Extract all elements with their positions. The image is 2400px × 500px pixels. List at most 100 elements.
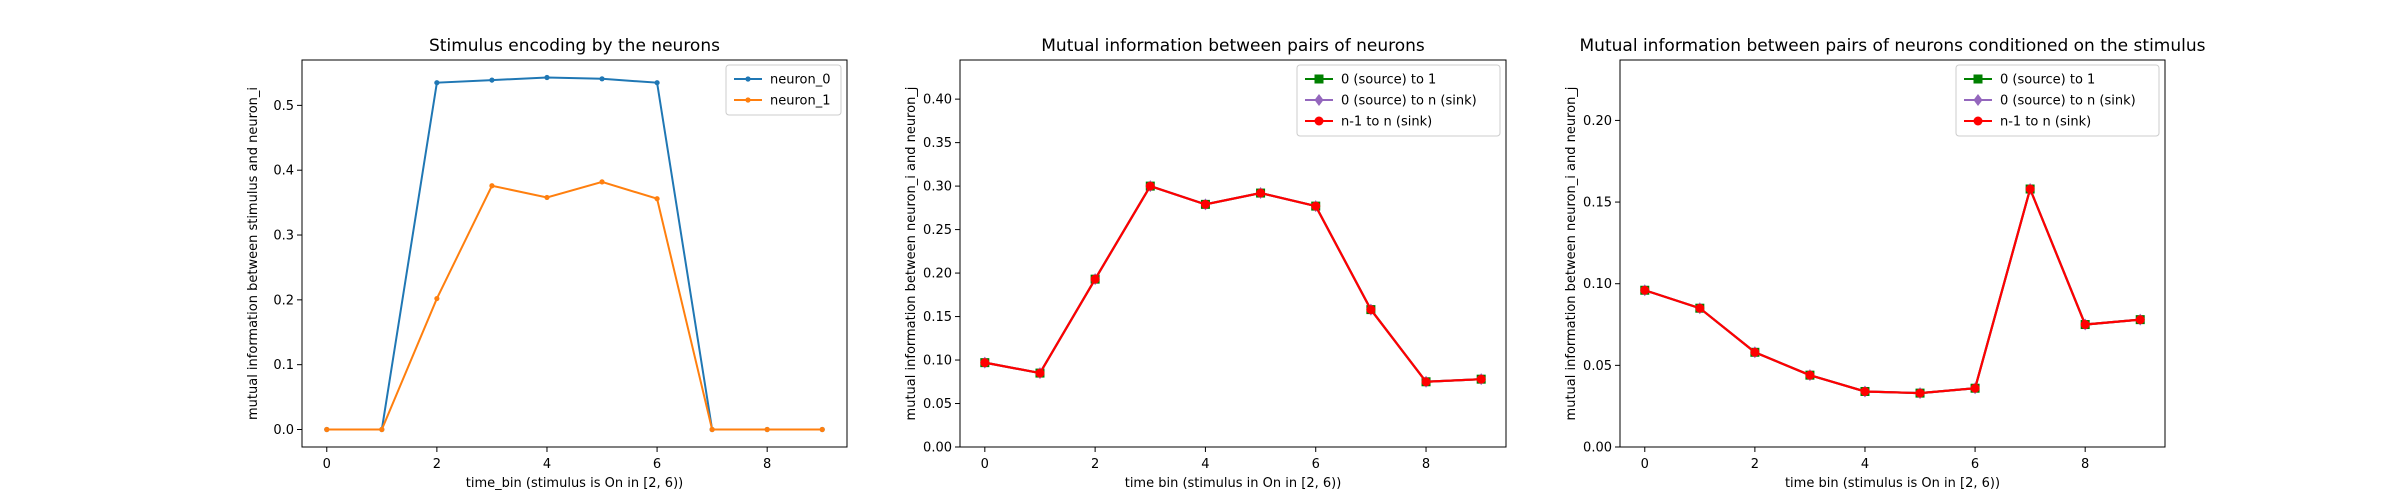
data-point [1421,377,1431,387]
chart-1: Stimulus encoding by the neurons 0 2 4 6 8 0.0… [246,36,848,491]
data-point [2025,184,2035,194]
series-line [326,76,823,431]
data-point [980,358,990,368]
y-tick-label: 0.05 [1583,359,1612,374]
data-point [2135,315,2145,325]
data-point [1090,274,1100,284]
x-axis-label: time bin (stimulus in On in [2, 6)) [1125,476,1342,491]
legend: 0 (source) to 1 0 (source) to n (sink) n-1… [1296,64,1501,137]
chart-title: Stimulus encoding by the neurons [429,36,720,56]
data-point [1695,303,1705,313]
data-point [434,295,440,302]
x-tick-label: 4 [1201,457,1209,472]
y-tick-label: 0.00 [923,441,952,456]
data-point [1366,305,1376,315]
x-axis-label: time_bin (stimulus is On in [2, 6)) [466,476,683,491]
legend-entry: n-1 to n (sink) [1305,115,1432,130]
y-tick-label: 0.1 [273,358,294,373]
legend-marker [745,97,751,103]
data-point [599,76,605,82]
legend-label: n-1 to n (sink) [2000,115,2091,130]
series-line [984,184,1482,383]
legend-marker [1314,94,1324,106]
y-axis-label: mutual information between stimulus and … [246,87,261,420]
y-tick-label: 0.40 [923,93,952,108]
legend-label: 0 (source) to n (sink) [1341,94,1477,109]
legend-entry: 0 (source) to n (sink) [1305,94,1477,109]
series-3 [1640,184,2145,398]
y-tick-label: 0.0 [273,423,294,438]
series-3 [980,181,1486,387]
x-tick-label: 6 [1312,457,1320,472]
x-tick-label: 8 [763,457,771,472]
legend-frame [1955,64,2160,137]
legend-marker [745,76,751,82]
y-tick-label: 0.10 [1583,277,1612,292]
series-1 [324,74,825,433]
legend-marker [1973,94,1983,106]
x-tick-label: 4 [1861,457,1869,472]
data-point [324,426,330,433]
series-line [1644,185,2141,395]
x-tick-label: 8 [2081,457,2089,472]
plot-frame [301,59,848,448]
y-tick-label: 0.05 [923,397,952,412]
y-tick-label: 0.30 [923,180,952,195]
x-tick-label: 2 [1751,457,1759,472]
legend-label: neuron_0 [770,73,831,88]
data-point [1750,347,1760,357]
y-tick-label: 0.4 [273,164,294,179]
data-point [1805,370,1815,380]
data-point [1915,388,1925,398]
plot-frame [1619,59,2166,448]
x-tick-label: 6 [653,457,661,472]
data-point [489,183,495,189]
legend-marker [1314,74,1324,84]
series-1 [980,181,1486,387]
y-tick-label: 0.3 [273,229,294,244]
legend-label: n-1 to n (sink) [1341,115,1432,130]
series-1 [1640,184,2145,398]
legend-label: neuron_1 [770,94,831,109]
x-tick-label: 8 [1422,457,1430,472]
legend: neuron_0 neuron_1 [725,64,842,116]
plot-frame [959,59,1507,448]
series-line [984,184,1482,383]
legend-entry: 0 (source) to 1 [1305,73,1436,88]
data-point [764,426,770,433]
data-point [379,426,385,433]
y-tick-label: 0.15 [1583,196,1612,211]
y-tick-label: 0.25 [923,223,952,238]
legend-entry: n-1 to n (sink) [1964,115,2091,130]
legend-marker [1314,116,1324,126]
y-tick-label: 0.20 [1583,114,1612,129]
data-point [1476,374,1486,384]
x-tick-label: 2 [1091,457,1099,472]
series-line [1644,185,2141,395]
x-tick-label: 0 [981,457,989,472]
data-point [1640,285,1650,295]
chart-title: Mutual information between pairs of neur… [1041,36,1425,56]
legend-marker [1973,74,1983,84]
y-tick-label: 0.00 [1583,441,1612,456]
data-point [544,194,550,201]
x-tick-label: 6 [1971,457,1979,472]
legend-entry: 0 (source) to 1 [1964,73,2095,88]
series-2 [1640,183,2145,400]
y-tick-label: 0.5 [273,99,294,114]
data-point [1860,386,1870,396]
series-line [326,180,823,431]
series-2 [324,179,825,433]
data-point [709,426,715,433]
series-line [984,184,1482,383]
y-tick-label: 0.15 [923,310,952,325]
data-point [1035,368,1045,378]
series-line [1644,185,2141,395]
y-tick-label: 0.2 [273,293,294,308]
x-tick-label: 4 [543,457,551,472]
data-point [654,80,660,86]
data-point [434,80,440,86]
x-tick-label: 0 [1641,457,1649,472]
chart-title: Mutual information between pairs of neur… [1580,36,2206,56]
